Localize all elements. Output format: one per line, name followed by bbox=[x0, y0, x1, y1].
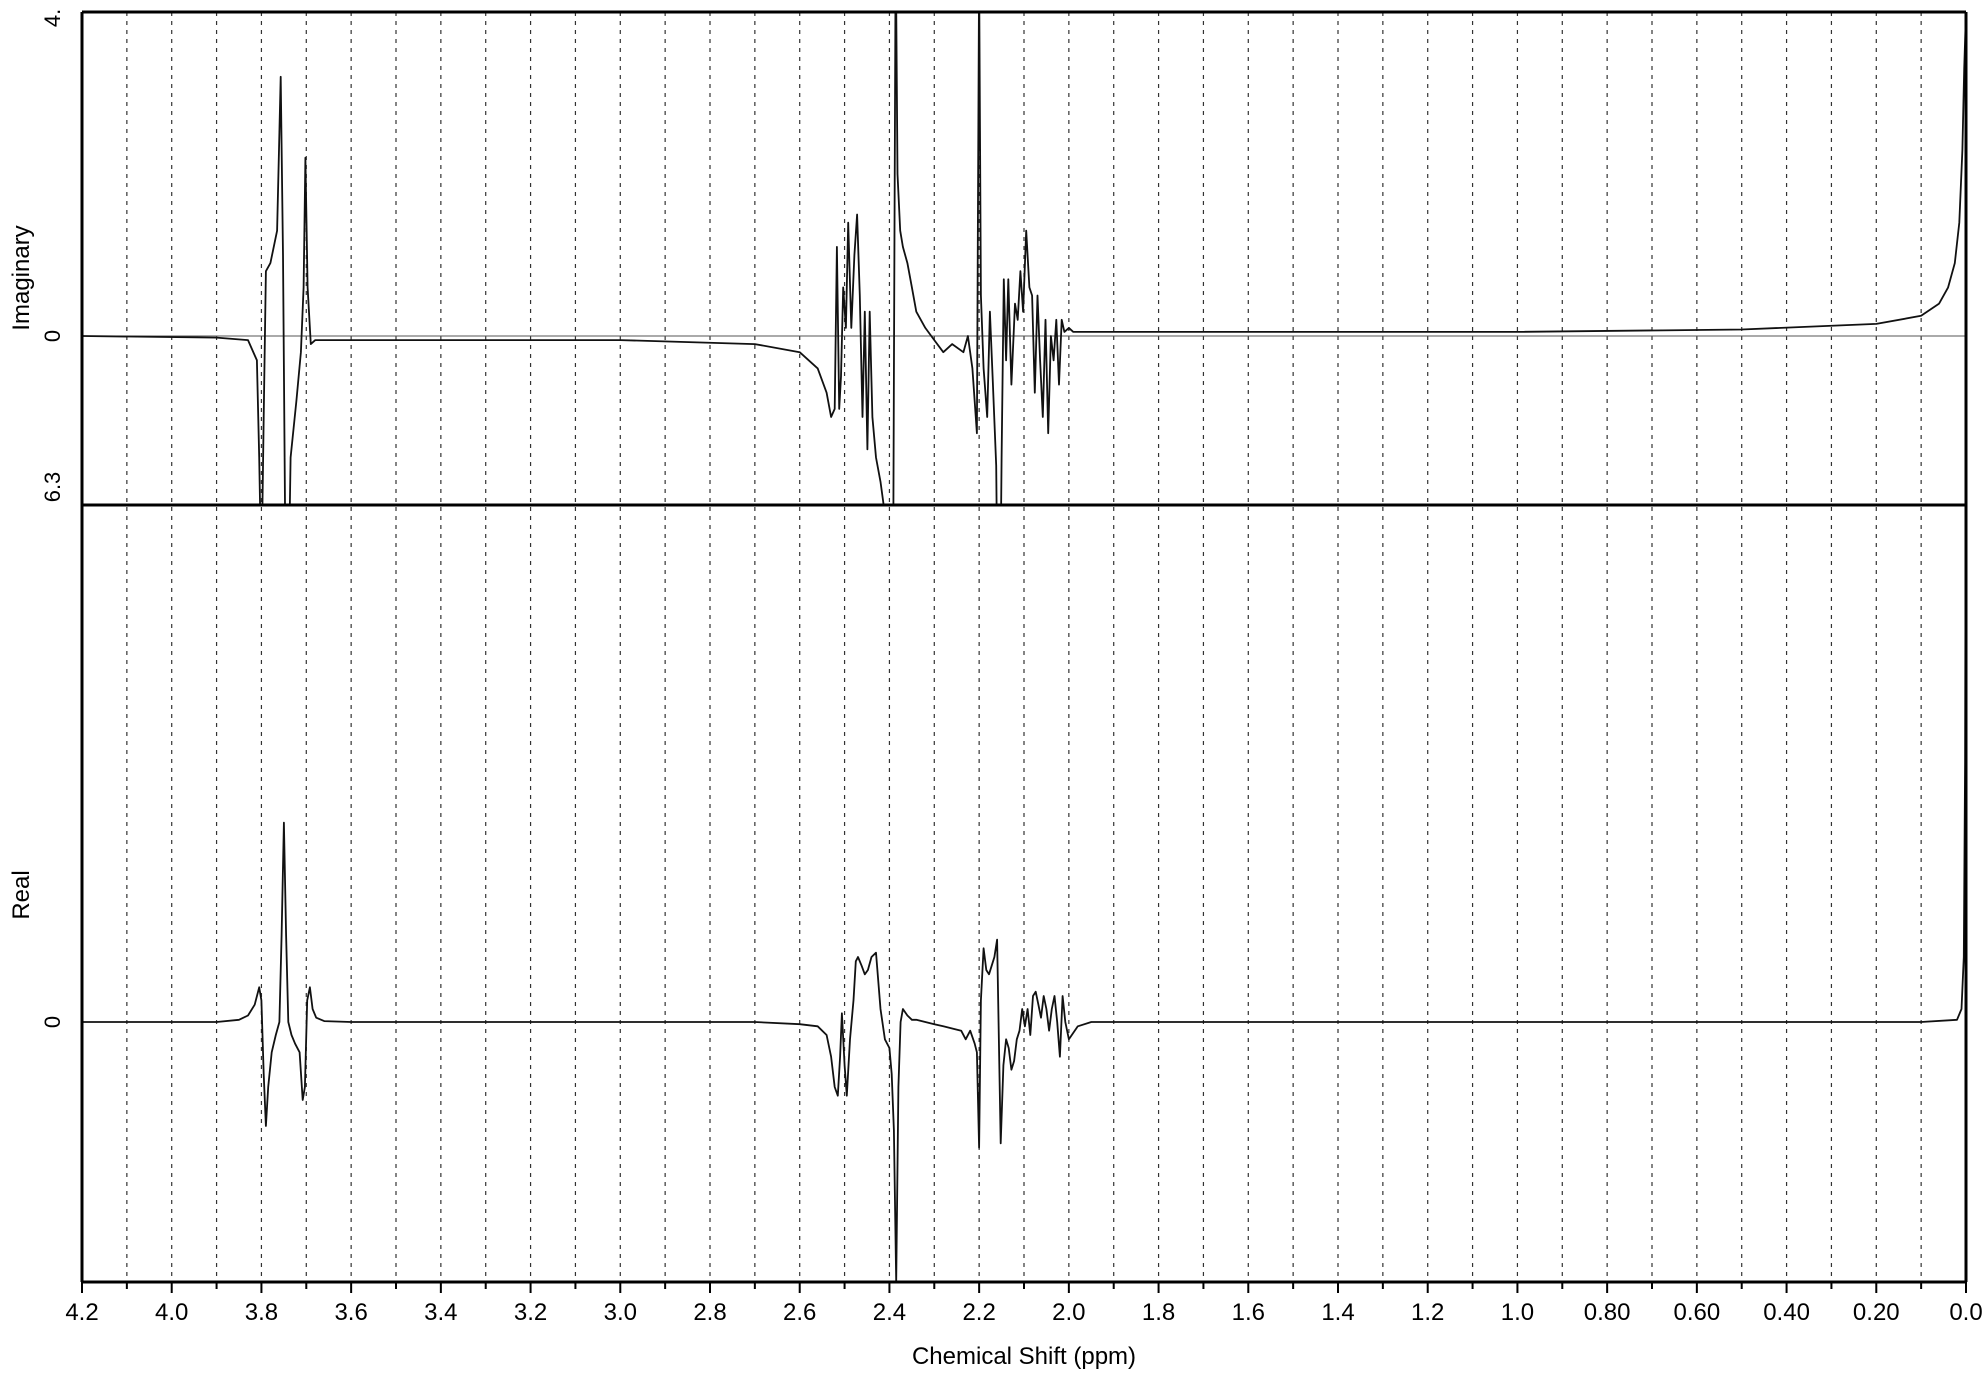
x-tick-label: 2.8 bbox=[693, 1299, 726, 1326]
x-tick-label: 1.6 bbox=[1232, 1299, 1265, 1326]
x-tick-label: 1.2 bbox=[1411, 1299, 1444, 1326]
x-tick-label: 0.80 bbox=[1584, 1299, 1631, 1326]
x-tick-label: 3.4 bbox=[424, 1299, 457, 1326]
y-tick-label: 0 bbox=[40, 330, 65, 342]
x-tick-label: 2.4 bbox=[873, 1299, 906, 1326]
x-tick-label: 0.40 bbox=[1763, 1299, 1810, 1326]
x-axis-label: Chemical Shift (ppm) bbox=[912, 1343, 1136, 1370]
x-tick-label: 0.20 bbox=[1853, 1299, 1900, 1326]
x-tick-label: 2.6 bbox=[783, 1299, 816, 1326]
x-tick-label: 4.2 bbox=[65, 1299, 98, 1326]
x-tick-label: 2.0 bbox=[1052, 1299, 1085, 1326]
x-tick-label: 1.8 bbox=[1142, 1299, 1175, 1326]
x-tick-label: 2.2 bbox=[962, 1299, 995, 1326]
grid-layer bbox=[82, 12, 1966, 1282]
x-tick-label: 4.0 bbox=[155, 1299, 188, 1326]
x-tick-label: 0.60 bbox=[1673, 1299, 1720, 1326]
x-tick-label: 3.0 bbox=[604, 1299, 637, 1326]
y-axis-label-real: Real bbox=[8, 870, 35, 919]
y-tick-label: 6.3 bbox=[40, 472, 65, 503]
y-axis-label-imaginary: Imaginary bbox=[8, 225, 35, 330]
x-tick-label: 3.8 bbox=[245, 1299, 278, 1326]
x-tick-label: 3.2 bbox=[514, 1299, 547, 1326]
x-tick-label: 1.0 bbox=[1501, 1299, 1534, 1326]
y-tick-label: 4. bbox=[40, 9, 65, 27]
x-tick-label: 0.0 bbox=[1949, 1299, 1982, 1326]
imaginary-trace bbox=[82, 0, 1966, 846]
x-tick-label: 3.6 bbox=[334, 1299, 367, 1326]
x-tick-label: 1.4 bbox=[1321, 1299, 1354, 1326]
y-tick-label: 0 bbox=[40, 1016, 65, 1028]
